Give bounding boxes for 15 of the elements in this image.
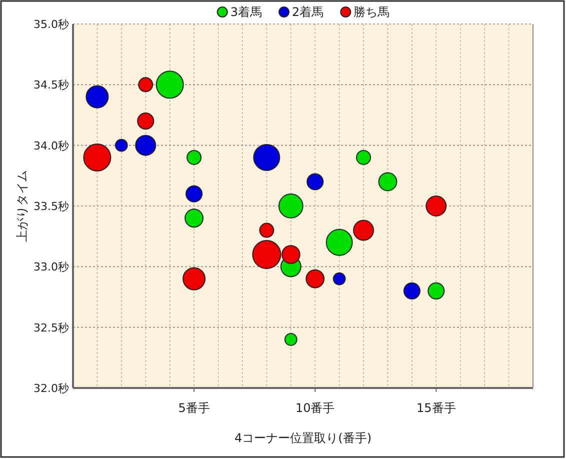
y-tick-label: 33.0秒: [34, 260, 69, 274]
x-axis-title: 4コーナー位置取り(番手): [234, 431, 372, 445]
x-tick-label: 15番手: [416, 401, 456, 415]
legend-label: 2着馬: [292, 5, 324, 19]
y-tick-label: 32.0秒: [34, 382, 69, 395]
y-tick-label: 34.5秒: [34, 78, 69, 92]
x-tick-label: 5番手: [178, 401, 210, 415]
legend-label: 勝ち馬: [354, 5, 390, 19]
x-tick-label: 10番手: [295, 401, 335, 415]
y-tick-label: 34.0秒: [34, 139, 69, 152]
y-tick-label: 35.0秒: [34, 18, 69, 31]
legend-label: 3着馬: [230, 5, 262, 19]
y-tick-label: 33.5秒: [34, 200, 69, 213]
y-axis-title: 上がりタイム: [15, 170, 29, 242]
y-tick-label: 32.5秒: [34, 321, 69, 334]
